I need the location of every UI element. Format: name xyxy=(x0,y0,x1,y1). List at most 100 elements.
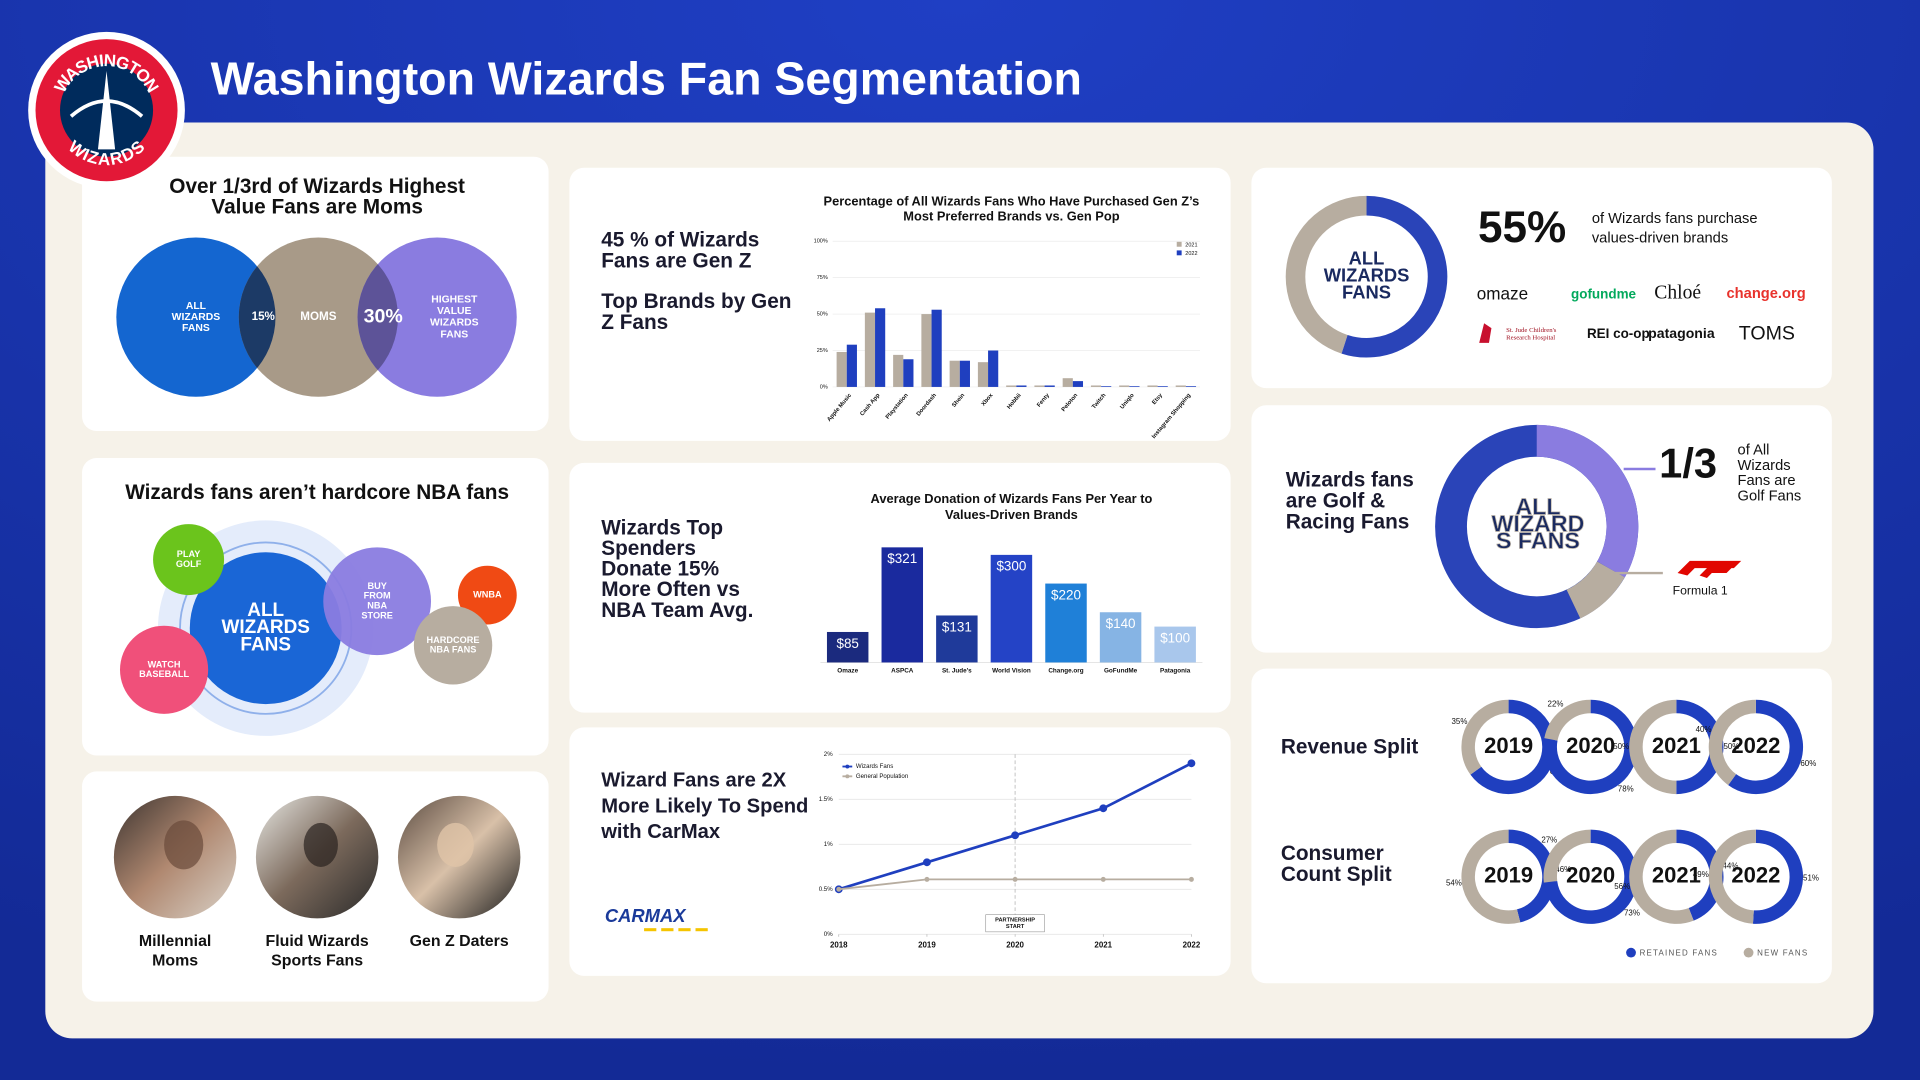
persona-caption: Sports Fans xyxy=(271,952,363,969)
headline: 45 % of Wizards xyxy=(601,229,759,252)
value-label: $220 xyxy=(1051,587,1081,602)
headline: Wizards fans xyxy=(1286,469,1414,492)
bar xyxy=(826,631,869,663)
bar xyxy=(936,615,978,663)
venn-label: FANS xyxy=(440,329,468,340)
legend-label: NEW FANS xyxy=(1757,948,1808,957)
fraction-note: of All xyxy=(1738,442,1770,458)
brand-icon xyxy=(1479,323,1492,343)
legend-swatch xyxy=(845,764,850,769)
donut-segment xyxy=(1708,829,1757,924)
bubbles xyxy=(120,520,517,736)
bar xyxy=(1175,385,1186,387)
x-tick-label: 2018 xyxy=(830,940,848,949)
persona-caption: Fluid Wizards xyxy=(266,933,369,950)
brand-logo: St. Jude Children's xyxy=(1506,327,1557,334)
venn-label: HIGHEST xyxy=(431,294,478,305)
headline: Wizards Top xyxy=(601,516,723,539)
carmax-logo: CARMAX xyxy=(605,905,687,926)
headline: Z Fans xyxy=(601,311,668,334)
line-point xyxy=(924,876,930,882)
donut-center-label: 2021 xyxy=(1652,733,1701,758)
line-point xyxy=(1099,804,1108,813)
bubble-label: NBA FANS xyxy=(430,645,477,655)
brand-logo: change.org xyxy=(1727,286,1806,302)
legend-swatch xyxy=(1176,241,1182,247)
bar xyxy=(893,354,904,387)
line-point xyxy=(1012,876,1018,882)
legend-swatch xyxy=(845,774,850,779)
bar xyxy=(1157,386,1168,387)
golf-donut xyxy=(1435,424,1742,629)
x-tick-label: 2020 xyxy=(1006,940,1024,949)
donut-segment xyxy=(1629,699,1677,795)
brand-logo: patagonia xyxy=(1648,325,1715,341)
bar xyxy=(836,351,847,387)
value-label: $85 xyxy=(836,636,858,651)
bubble-label: BUY xyxy=(367,581,386,591)
value-label: 78% xyxy=(1618,784,1634,793)
stat-text: of Wizards fans purchase xyxy=(1592,211,1758,227)
donut-center-label: 2019 xyxy=(1484,863,1533,888)
brand-logo: Chloé xyxy=(1654,282,1701,303)
value-label: 50% xyxy=(1613,742,1629,751)
annotation-box xyxy=(985,914,1045,933)
bubble-label: WATCH xyxy=(148,659,181,669)
bubble-label: NBA xyxy=(367,601,387,611)
persona-caption: Millennial xyxy=(139,933,211,950)
y-tick-label: 25% xyxy=(817,348,828,354)
y-tick-label: 0% xyxy=(820,384,828,390)
y-tick-label: 75% xyxy=(817,275,828,281)
brand-logo: Research Hospital xyxy=(1506,335,1555,342)
donut-center-label: 2020 xyxy=(1566,863,1615,888)
x-tick-label: 2022 xyxy=(1183,940,1201,949)
line-point xyxy=(1011,831,1020,840)
page-title: Washington Wizards Fan Segmentation xyxy=(211,52,1082,104)
donut-segment xyxy=(1543,829,1591,883)
donut-center-label: 2022 xyxy=(1731,863,1780,888)
x-tick-label: World Vision xyxy=(992,668,1031,675)
chart-title: Values-Driven Brands xyxy=(945,507,1078,522)
headline: Fans are Gen Z xyxy=(601,250,752,273)
line-point xyxy=(836,886,842,892)
fraction-note: Wizards xyxy=(1738,458,1791,474)
value-label: 51% xyxy=(1803,874,1819,883)
bar xyxy=(846,344,857,387)
y-tick-label: 0.5% xyxy=(819,886,833,893)
chart-title: Average Donation of Wizards Fans Per Yea… xyxy=(871,491,1153,506)
value-label: $100 xyxy=(1160,630,1190,645)
x-tick-label: St. Jude's xyxy=(942,668,972,675)
bar xyxy=(990,554,1033,663)
row-label: Revenue Split xyxy=(1281,736,1419,759)
venn-overlap: 30% xyxy=(364,305,403,327)
bar xyxy=(1099,612,1142,663)
y-tick-label: 1% xyxy=(824,841,833,848)
headline: Wizard Fans are 2X xyxy=(601,770,786,792)
legend-label: 2022 xyxy=(1185,251,1197,257)
card xyxy=(569,727,1231,976)
donut-segment xyxy=(1708,699,1757,786)
bar xyxy=(959,360,970,387)
donut-rest xyxy=(1285,195,1367,354)
donut-center-label: S FANS xyxy=(1496,528,1580,554)
f1-logo-text: Formula 1 xyxy=(1673,584,1728,598)
value-label: $131 xyxy=(942,619,972,634)
bar xyxy=(1090,385,1102,387)
value-label: 56% xyxy=(1614,882,1630,891)
donut-center-label: 2022 xyxy=(1731,733,1780,758)
headline: More Likely To Spend xyxy=(601,795,808,817)
bar xyxy=(1016,385,1027,387)
headline: NBA Team Avg. xyxy=(601,599,753,622)
brand-logo: REI co-op xyxy=(1587,326,1650,341)
bar xyxy=(949,360,960,387)
value-label: 49% xyxy=(1693,870,1709,879)
card-title: Over 1/3rd of Wizards Highest xyxy=(169,175,465,198)
line-point xyxy=(923,858,931,867)
donut-center-label: 2020 xyxy=(1566,733,1615,758)
bar xyxy=(1147,385,1158,387)
venn-label: WIZARDS xyxy=(172,312,221,323)
y-tick-label: 100% xyxy=(814,239,828,245)
y-tick-label: 0% xyxy=(824,931,833,938)
line-point xyxy=(1188,876,1194,882)
